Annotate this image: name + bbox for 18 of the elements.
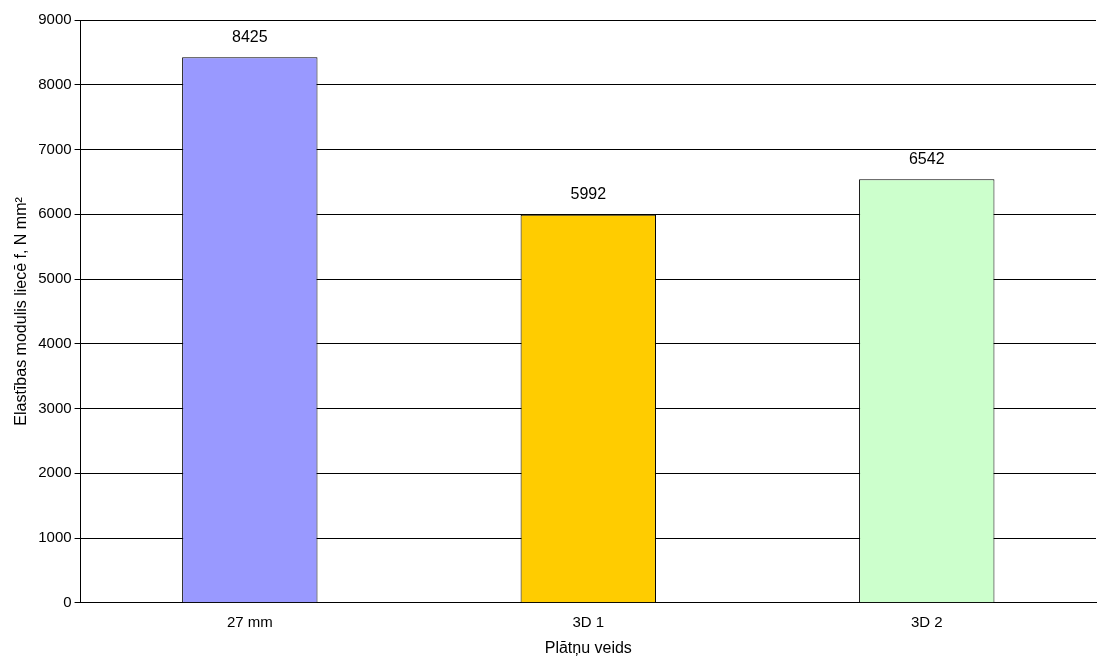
x-axis-title: Plātņu veids	[544, 638, 632, 656]
y-tick-label: 3000	[38, 398, 72, 416]
x-tick-label: 3D 2	[910, 612, 943, 630]
y-tick-label: 8000	[38, 74, 72, 92]
y-tick-label: 7000	[38, 139, 72, 157]
y-tick-label: 4000	[38, 333, 72, 351]
x-tick-label: 27 mm	[226, 612, 273, 630]
data-label: 5992	[570, 185, 607, 203]
y-tick-label: 5000	[38, 269, 72, 287]
x-tick-label: 3D 1	[572, 612, 605, 630]
y-tick-label: 2000	[38, 463, 72, 481]
y-tick-label: 6000	[38, 204, 72, 222]
data-label: 6542	[908, 149, 945, 167]
y-tick-label: 1000	[38, 528, 72, 546]
y-tick-label: 9000	[38, 10, 72, 28]
y-axis-title: Elastības modulis liecē f, N mm²	[12, 196, 30, 426]
data-label: 8425	[232, 27, 268, 45]
y-tick-label: 0	[63, 592, 72, 610]
